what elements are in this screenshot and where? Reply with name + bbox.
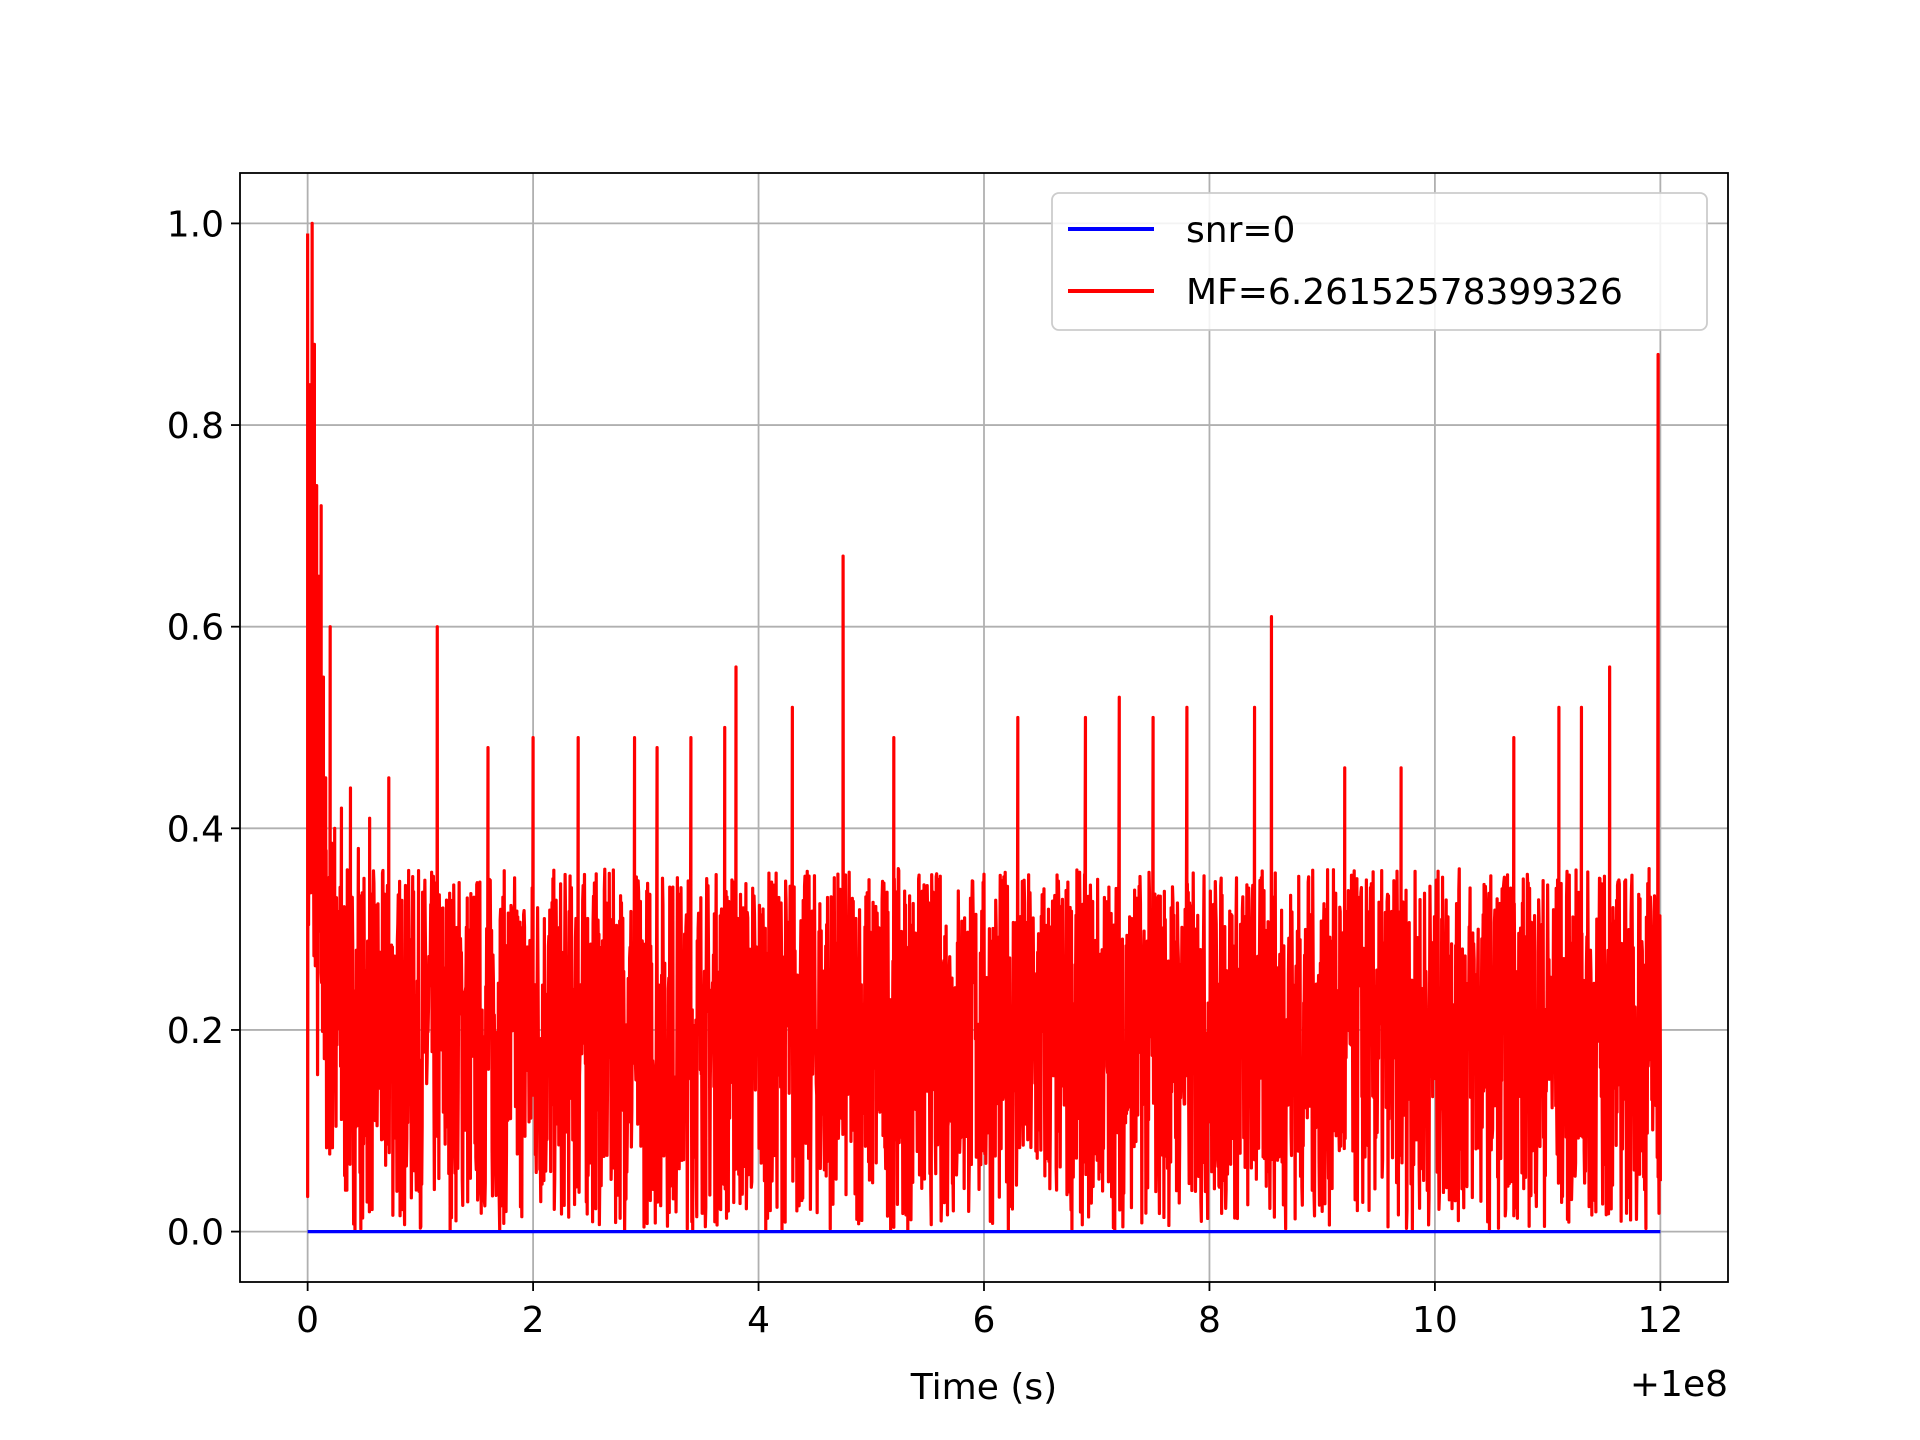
x-axis: 0 2 4 6 8 10 12 — [296, 1282, 1683, 1341]
legend-label-mf: MF=6.26152578399326 — [1186, 272, 1623, 313]
x-axis-offset-label: +1e8 — [1630, 1364, 1728, 1405]
x-tick-label: 0 — [296, 1300, 319, 1341]
x-tick-label: 8 — [1198, 1300, 1221, 1341]
x-tick-label: 10 — [1412, 1300, 1458, 1341]
y-tick-label: 0.2 — [167, 1011, 224, 1052]
legend: snr=0 MF=6.26152578399326 — [1051, 192, 1708, 331]
x-tick-label: 12 — [1637, 1300, 1683, 1341]
y-tick-label: 1.0 — [167, 204, 224, 245]
series-layer — [306, 221, 1662, 1234]
y-tick-label: 0.0 — [167, 1213, 224, 1254]
y-tick-label: 0.4 — [167, 809, 224, 850]
x-tick-label: 4 — [747, 1300, 770, 1341]
series-line-mf — [306, 221, 1662, 1234]
legend-box — [1051, 192, 1708, 331]
y-tick-label: 0.8 — [167, 406, 224, 447]
y-axis: 0.0 0.2 0.4 0.6 0.8 1.0 — [167, 204, 240, 1254]
y-tick-label: 0.6 — [167, 608, 224, 649]
legend-label-snr: snr=0 — [1186, 210, 1295, 251]
x-tick-label: 2 — [522, 1300, 545, 1341]
x-axis-label: Time (s) — [910, 1367, 1057, 1408]
x-tick-label: 6 — [973, 1300, 996, 1341]
